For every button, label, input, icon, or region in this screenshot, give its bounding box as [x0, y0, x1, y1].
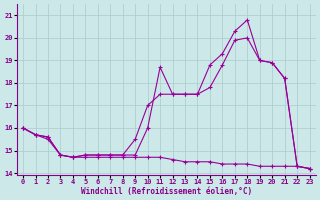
- X-axis label: Windchill (Refroidissement éolien,°C): Windchill (Refroidissement éolien,°C): [81, 187, 252, 196]
